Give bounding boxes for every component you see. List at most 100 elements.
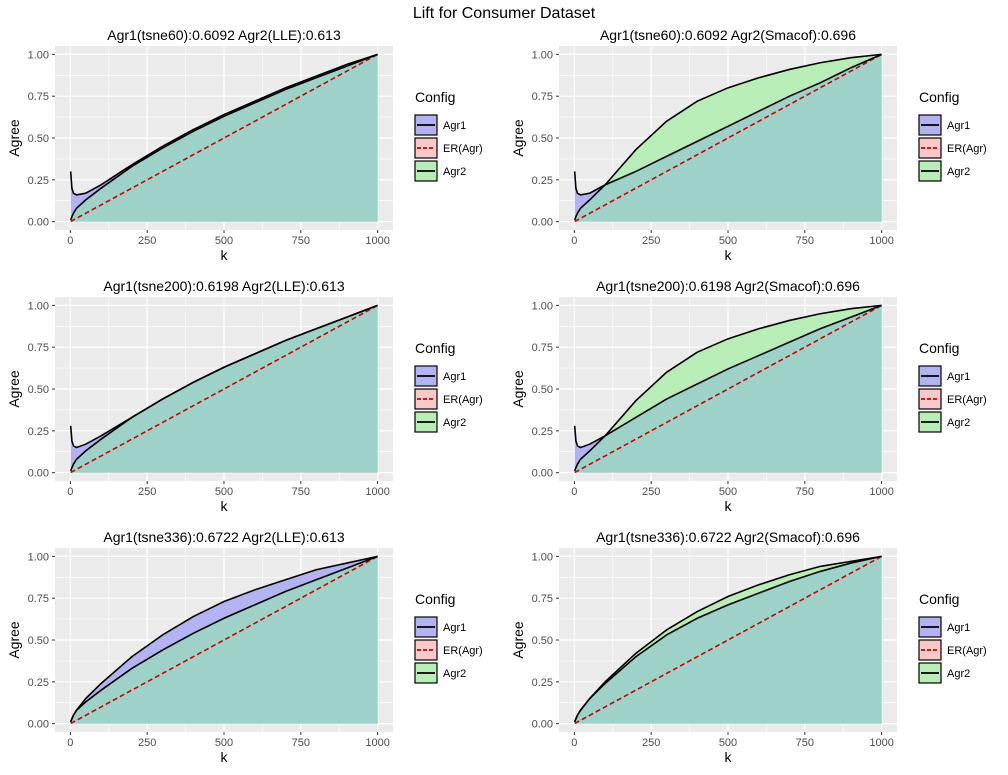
legend-item: Agr1 [414,616,466,638]
chart-panel-6: 0 250 500 750 1000 0.00 0.25 0.50 0.75 1.00 Agr1(t… [510,529,987,765]
legend-item: Agr2 [918,411,970,433]
x-tick-label: 0 [67,235,73,247]
line-agr2 [69,555,378,723]
legend-label: Agr1 [443,371,466,383]
line-er-agr [574,555,883,725]
figure-title: Lift for Consumer Dataset [413,5,596,22]
y-tick-label: 0.50 [28,635,49,647]
legend-title: Config [415,340,455,356]
legend-label: Agr2 [947,166,970,178]
legend-item: Agr1 [918,365,970,387]
legend-item: ER(Agr) [414,639,483,661]
line-agr1 [573,53,882,196]
chart-title: Agr1(tsne60):0.6092 Agr2(Smacof):0.696 [600,27,856,43]
legend-label: ER(Agr) [947,645,987,657]
x-tick-label: 500 [719,235,737,247]
x-tick-label: 1000 [365,486,389,498]
legend-label: ER(Agr) [443,645,483,657]
y-axis-label: Agree [510,621,526,659]
x-tick-label: 0 [67,486,73,498]
x-tick-label: 500 [719,486,737,498]
y-tick-label: 0.00 [28,719,49,731]
y-axis-label: Agree [6,370,22,408]
y-tick-label: 0.25 [28,426,49,438]
area-overlap [574,54,882,222]
chart-panel-5: 0 250 500 750 1000 0.00 0.25 0.50 0.75 1.00 Agr1(t… [6,529,483,765]
legend-item: Agr2 [918,662,970,684]
line-agr2 [573,555,882,723]
area-overlap [70,556,378,724]
legend-item: Agr1 [918,114,970,136]
area-overlap [70,305,378,473]
y-axis-label: Agree [6,119,22,157]
x-tick-label: 1000 [869,486,893,498]
chart-panel-4: 0 250 500 750 1000 0.00 0.25 0.50 0.75 1.00 Agr1(t… [510,278,987,514]
legend-item: Agr2 [918,160,970,182]
line-er-agr [70,304,379,474]
y-tick-label: 1.00 [532,49,553,61]
chart-panel-1: 0 250 500 750 1000 0.00 0.25 0.50 0.75 1.00 Agr1(t… [6,27,483,263]
x-axis-label: k [221,498,229,514]
x-axis-label: k [725,498,733,514]
chart-title: Agr1(tsne60):0.6092 Agr2(LLE):0.613 [107,27,341,43]
y-tick-label: 1.00 [28,551,49,563]
x-tick-label: 750 [796,235,814,247]
x-axis-label: k [221,749,229,765]
x-tick-label: 250 [642,737,660,749]
legend-title: Config [919,340,959,356]
y-tick-label: 0.50 [28,133,49,145]
chart-panel-3: 0 250 500 750 1000 0.00 0.25 0.50 0.75 1.00 Agr1(t… [6,278,483,514]
x-axis-label: k [725,749,733,765]
x-tick-label: 250 [138,737,156,749]
legend: Config Agr1 ER(Agr) Agr2 [414,340,483,433]
legend-item: Agr2 [414,662,466,684]
legend-item: Agr1 [414,114,466,136]
legend-item: ER(Agr) [918,388,987,410]
legend: Config Agr1 ER(Agr) Agr2 [414,591,483,684]
legend-label: Agr2 [947,417,970,429]
y-tick-label: 1.00 [28,300,49,312]
panels-container: 0 250 500 750 1000 0.00 0.25 0.50 0.75 1.00 Agr1(t… [6,27,987,765]
y-tick-label: 0.25 [28,677,49,689]
line-er-agr [574,53,883,223]
area-overlap [574,305,882,473]
y-tick-label: 0.00 [532,217,553,229]
legend: Config Agr1 ER(Agr) Agr2 [918,340,987,433]
x-tick-label: 0 [67,737,73,749]
area-overlap [70,54,378,222]
legend-label: Agr1 [443,120,466,132]
y-axis-label: Agree [510,119,526,157]
chart-title: Agr1(tsne336):0.6722 Agr2(Smacof):0.696 [596,529,860,545]
line-agr2 [69,304,378,472]
y-tick-label: 0.75 [28,342,49,354]
line-agr2 [573,53,882,221]
y-tick-label: 0.00 [28,217,49,229]
x-tick-label: 1000 [869,737,893,749]
line-er-agr [70,53,379,223]
legend-item: ER(Agr) [414,388,483,410]
y-tick-label: 0.25 [532,677,553,689]
legend-label: Agr2 [443,166,466,178]
y-tick-label: 0.25 [532,175,553,187]
legend-item: ER(Agr) [918,137,987,159]
legend-label: Agr1 [947,622,970,634]
y-tick-label: 0.25 [532,426,553,438]
x-tick-label: 500 [215,737,233,749]
legend-title: Config [919,89,959,105]
legend: Config Agr1 ER(Agr) Agr2 [918,89,987,182]
y-tick-label: 0.75 [28,593,49,605]
y-tick-label: 0.50 [532,133,553,145]
legend-label: Agr1 [947,120,970,132]
legend-label: Agr2 [443,417,466,429]
chart-title: Agr1(tsne200):0.6198 Agr2(Smacof):0.696 [596,278,860,294]
line-agr2 [69,53,378,221]
chart-title: Agr1(tsne336):0.6722 Agr2(LLE):0.613 [103,529,344,545]
legend-item: Agr1 [918,616,970,638]
line-er-agr [574,304,883,474]
y-tick-label: 0.75 [532,593,553,605]
y-tick-label: 0.25 [28,175,49,187]
legend-title: Config [919,591,959,607]
legend-label: ER(Agr) [947,143,987,155]
x-tick-label: 500 [719,737,737,749]
